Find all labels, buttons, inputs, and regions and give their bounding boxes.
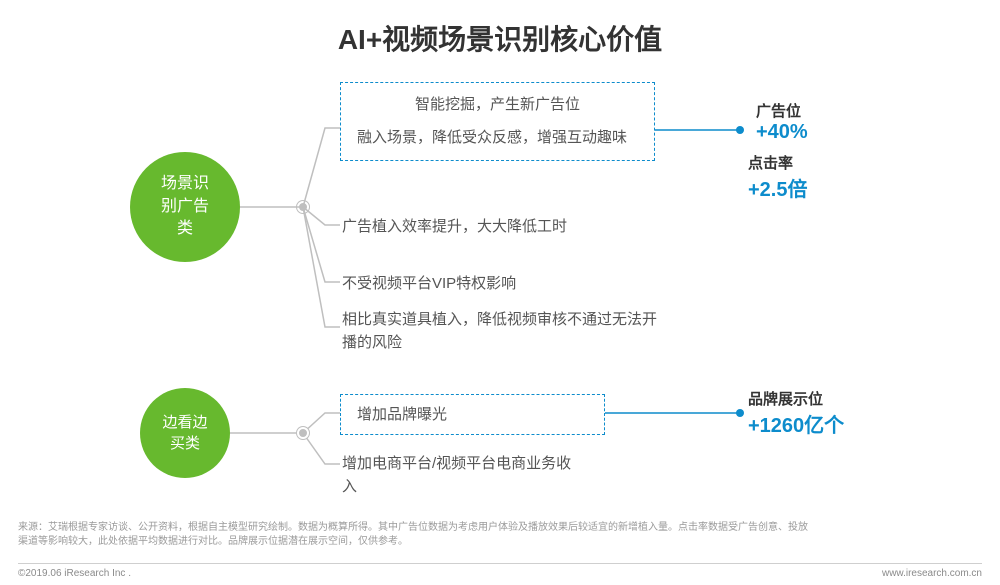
benefit-item: 不受视频平台VIP特权影响 — [342, 272, 662, 295]
box-text-line1: 智能挖掘，产生新广告位 — [357, 93, 638, 116]
benefit-item: 广告植入效率提升，大大降低工时 — [342, 215, 662, 238]
highlight-box-watch-buy: 增加品牌曝光 — [340, 394, 605, 435]
benefit-item: 增加电商平台/视频平台电商业务收入 — [342, 452, 572, 499]
box-text-line1: 增加品牌曝光 — [357, 403, 588, 426]
footnote-line: 来源：艾瑞根据专家访谈、公开资料，根据自主模型研究绘制。数据为概算所得。其中广告… — [18, 521, 982, 535]
footnote-line: 渠道等影响较大，此处依据平均数据进行对比。品牌展示位据潜在展示空间，仅供参考。 — [18, 535, 982, 549]
category-circle-label: 边看边 买类 — [162, 412, 207, 454]
metric-value: +40% — [756, 121, 808, 144]
metric-ad-slots: 广告位 +40% — [756, 100, 808, 144]
metric-ctr: 点击率 +2.5倍 — [748, 152, 807, 202]
site-url: www.iresearch.com.cn — [882, 568, 982, 579]
metric-dot — [736, 409, 744, 417]
metric-value: +1260亿个 — [748, 409, 844, 438]
metric-brand-exposure: 品牌展示位 +1260亿个 — [748, 388, 844, 438]
copyright-text: ©2019.06 iResearch Inc . — [18, 568, 131, 579]
connector-dot — [297, 427, 309, 439]
metric-value: +2.5倍 — [748, 173, 807, 202]
metric-label: 品牌展示位 — [748, 388, 844, 409]
category-circle-watch-buy: 边看边 买类 — [140, 388, 230, 478]
highlight-box-scene-ad: 智能挖掘，产生新广告位 融入场景，降低受众反感，增强互动趣味 — [340, 82, 655, 161]
page-title: AI+视频场景识别核心价值 — [0, 18, 1000, 58]
metric-label: 广告位 — [756, 100, 808, 121]
metric-label: 点击率 — [748, 152, 807, 173]
source-footnote: 来源：艾瑞根据专家访谈、公开资料，根据自主模型研究绘制。数据为概算所得。其中广告… — [18, 521, 982, 549]
connector-dot — [297, 201, 309, 213]
box-text-line2: 融入场景，降低受众反感，增强互动趣味 — [357, 126, 638, 149]
category-circle-scene-ad: 场景识 别广告 类 — [130, 152, 240, 262]
metric-dot — [736, 126, 744, 134]
benefit-item: 相比真实道具植入，降低视频审核不通过无法开播的风险 — [342, 308, 662, 355]
category-circle-label: 场景识 别广告 类 — [161, 173, 209, 240]
copyright-row: ©2019.06 iResearch Inc . www.iresearch.c… — [18, 563, 982, 579]
